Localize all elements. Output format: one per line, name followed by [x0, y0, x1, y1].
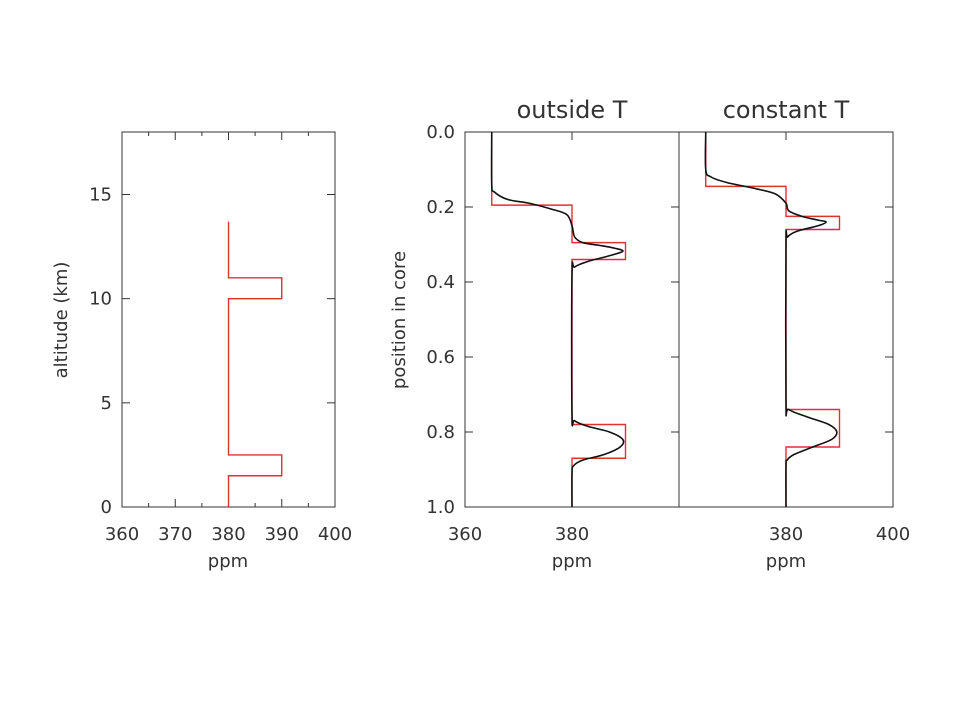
outside-t-y-tick-label: 0.6: [426, 347, 455, 368]
outside-t-x-label: ppm: [552, 551, 592, 572]
constant-t-title: constant T: [723, 96, 850, 124]
altitude-y-label: altitude (km): [51, 262, 72, 379]
outside-t-smoothed-profile-line: [490, 131, 625, 508]
outside-t-step-profile-line: [491, 132, 627, 507]
outside-t-y-tick-label: 0.2: [426, 197, 455, 218]
altitude-panel-ticks: 360 370 380 390 400 0 5 10 15: [89, 132, 352, 545]
outside-t-y-tick-label: 0.4: [426, 272, 455, 293]
constant-t-panel-ticks: 380 400: [769, 132, 910, 545]
constant-t-series: [704, 131, 841, 508]
altitude-x-label: ppm: [208, 551, 248, 572]
outside-t-title: outside T: [517, 96, 628, 124]
altitude-step-profile-line: [227, 221, 283, 507]
constant-t-step-profile-line: [705, 132, 841, 507]
constant-t-x-label: ppm: [766, 551, 806, 572]
outside-t-y-tick-label: 0.0: [426, 122, 455, 143]
constant-t-x-tick-label: 400: [876, 524, 910, 545]
altitude-y-tick-label: 5: [101, 393, 112, 414]
altitude-x-tick-label: 400: [318, 524, 352, 545]
outside-t-series: [490, 131, 627, 508]
altitude-x-tick-label: 390: [265, 524, 299, 545]
constant-t-x-tick-label: 380: [769, 524, 803, 545]
altitude-series: [227, 221, 283, 507]
outside-t-panel: 360 380 0.0 0.2 0.4 0.6 0.8 1.0 outside T ppm p…: [389, 96, 680, 572]
outside-t-y-label: position in core: [389, 251, 410, 389]
outside-t-x-tick-label: 360: [448, 524, 482, 545]
outside-t-y-tick-label: 0.8: [426, 422, 455, 443]
altitude-x-tick-label: 380: [211, 524, 245, 545]
altitude-x-tick-label: 360: [105, 524, 139, 545]
outside-t-panel-ticks: 360 380 0.0 0.2 0.4 0.6 0.8 1.0: [426, 122, 679, 545]
altitude-y-tick-label: 10: [89, 289, 112, 310]
outside-t-y-tick-label: 1.0: [426, 497, 455, 518]
altitude-y-tick-label: 15: [89, 185, 112, 206]
outside-t-x-tick-label: 380: [555, 524, 589, 545]
altitude-panel: 360 370 380 390 400 0 5 10 15 ppm altitude (km): [51, 131, 352, 572]
constant-t-panel: 380 400 constant T ppm: [678, 96, 910, 572]
altitude-x-tick-label: 370: [158, 524, 192, 545]
constant-t-smoothed-profile-line: [704, 131, 838, 508]
altitude-y-tick-label: 0: [101, 497, 112, 518]
